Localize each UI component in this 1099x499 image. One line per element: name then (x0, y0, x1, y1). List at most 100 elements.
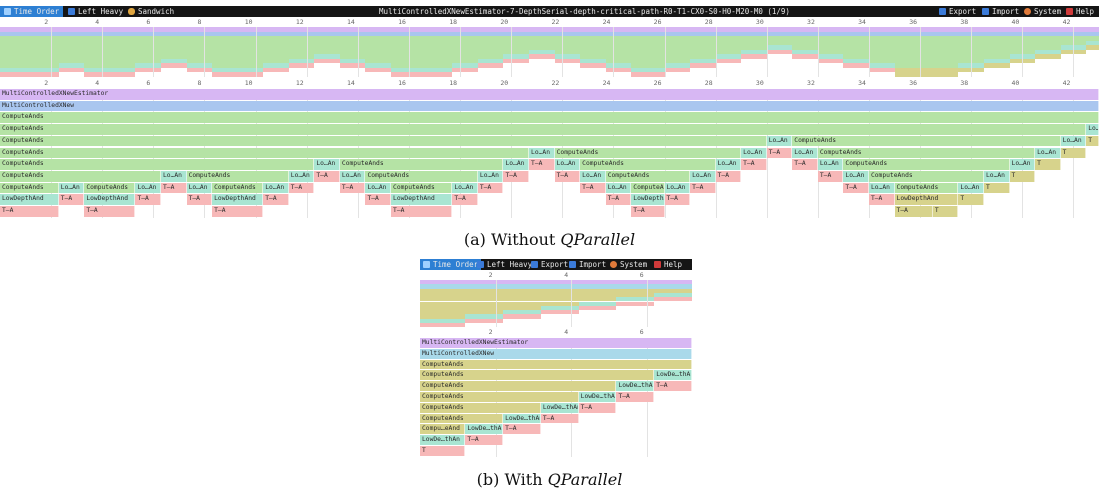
flame-frame[interactable]: ComputeAnds (0, 112, 1099, 124)
help-button[interactable]: Help (654, 259, 682, 270)
flame-frame[interactable]: Lo…An (135, 182, 161, 194)
time-order-tab[interactable]: Time Order (420, 259, 482, 270)
flame-frame[interactable]: Lo…An (288, 170, 315, 182)
flame-frame[interactable]: ComputeAnds (0, 135, 767, 147)
left-heavy-tab[interactable]: Left Heavy (477, 259, 532, 270)
flame-frame[interactable]: T–A (654, 381, 692, 391)
flame-frame[interactable]: T–A (503, 424, 541, 435)
flame-frame[interactable]: Lo…An (766, 135, 793, 147)
flame-frame[interactable]: T–A (894, 206, 933, 217)
flame-frame[interactable]: ComputeAnds (631, 182, 665, 194)
flame-frame[interactable]: ComputeAnds (420, 359, 692, 370)
flame-frame[interactable]: ComputeAnds (868, 170, 984, 182)
import-button[interactable]: Import (982, 6, 1019, 17)
flame-frame[interactable]: LowDe…thAn (420, 435, 466, 445)
flame-frame[interactable]: Lo…An (741, 147, 767, 159)
flame-frame[interactable]: T–A (690, 182, 716, 194)
flame-frame[interactable]: Lo…An (605, 182, 632, 194)
flame-frame[interactable]: ComputeAnds (365, 170, 478, 182)
flame-frame[interactable]: LowDepthAnd (84, 194, 136, 205)
flame-frame[interactable]: ComputeAnds (420, 402, 541, 413)
flame-frame[interactable]: T–A (503, 170, 530, 182)
flame-frame[interactable]: T–A (339, 182, 366, 194)
flame-frame[interactable]: Lo…An (958, 182, 984, 194)
flame-frame[interactable]: LowDe…thAn (654, 370, 692, 381)
flame-frame[interactable]: T–A (605, 194, 632, 205)
flame-frame[interactable]: Lo…An (1086, 124, 1099, 135)
flame-frame[interactable]: LowDe…thAn (503, 413, 541, 424)
flame-frame[interactable]: T–A (868, 194, 895, 205)
flame-frame[interactable]: T–A (664, 194, 691, 205)
flame-frame[interactable]: MultiControlledXNew (0, 100, 1099, 112)
flame-frame[interactable]: ComputeAnds (186, 170, 289, 182)
flame-frame[interactable]: ComputeAnds (420, 381, 617, 391)
help-button[interactable]: Help (1066, 6, 1094, 17)
flame-frame[interactable]: Lo…An (817, 159, 844, 170)
flame-frame[interactable]: T–A (0, 206, 59, 217)
flame-frame[interactable]: Lo…An (186, 182, 213, 194)
flame-frame[interactable]: T (1035, 159, 1061, 170)
flame-frame[interactable]: T–A (161, 182, 187, 194)
flame-frame[interactable]: T–A (580, 182, 606, 194)
flame-frame[interactable]: Lo…An (983, 170, 1010, 182)
flame-frame[interactable]: Lo…An (263, 182, 289, 194)
flame-frame[interactable]: T–A (792, 159, 818, 170)
minimap-overview[interactable] (420, 280, 692, 327)
import-button[interactable]: Import (569, 259, 606, 270)
flame-frame[interactable]: T–A (766, 147, 793, 159)
flame-frame[interactable]: T (983, 182, 1010, 194)
flame-frame[interactable]: Lo…An (161, 170, 187, 182)
flame-frame[interactable]: Lo…An (690, 170, 716, 182)
flame-frame[interactable]: ComputeAnds (0, 159, 315, 170)
flame-frame[interactable]: Lo…An (477, 170, 504, 182)
flame-frame[interactable]: ComputeAnds (420, 370, 655, 381)
flame-frame[interactable]: Lo…An (529, 147, 555, 159)
flame-frame[interactable]: ComputeAnds (817, 147, 1036, 159)
flame-frame[interactable]: Lo…An (664, 182, 691, 194)
left-heavy-tab[interactable]: Left Heavy (68, 6, 123, 17)
flame-frame[interactable]: ComputeAnds (212, 182, 264, 194)
flame-frame[interactable]: ComputeAnds (339, 159, 504, 170)
flame-frame[interactable]: T–A (212, 206, 264, 217)
flame-frame[interactable]: T–A (817, 170, 844, 182)
flame-frame[interactable]: Lo…An (314, 159, 340, 170)
system-button[interactable]: System (1024, 6, 1061, 17)
flame-frame[interactable]: Lo…An (868, 182, 895, 194)
flame-frame[interactable]: ComputeAnds (420, 413, 504, 424)
flame-frame[interactable]: T (1060, 147, 1087, 159)
flame-frame[interactable]: ComputeAnds (894, 182, 959, 194)
flame-frame[interactable]: Lo…An (1035, 147, 1061, 159)
flame-frame[interactable]: Lo…An (58, 182, 85, 194)
flame-frame[interactable]: ComputeAnds (843, 159, 1010, 170)
flame-frame[interactable]: T–A (741, 159, 767, 170)
flame-frame[interactable]: T–A (365, 194, 392, 205)
flame-frame[interactable]: T–A (578, 402, 617, 413)
flame-frame[interactable]: T–A (314, 170, 340, 182)
flamegraph-area[interactable]: MultiControlledXNewEstimator MultiControl… (420, 338, 692, 457)
flame-frame[interactable]: LowDe…thAn (540, 402, 579, 413)
flame-frame[interactable]: T–A (58, 194, 85, 205)
flame-frame[interactable]: LowDepthAnd (631, 194, 665, 205)
flame-frame[interactable]: LowDepthAnd (0, 194, 59, 205)
flame-frame[interactable]: T–A (263, 194, 289, 205)
flamegraph-area[interactable]: MultiControlledXNewEstimator MultiControl… (0, 89, 1099, 218)
flame-frame[interactable]: LowDepthAnd (894, 194, 959, 205)
flame-frame[interactable]: Lo…An (554, 159, 581, 170)
flame-frame[interactable]: T–A (529, 159, 555, 170)
flame-frame[interactable]: Lo…An (503, 159, 530, 170)
flame-frame[interactable]: T–A (477, 182, 504, 194)
flame-frame[interactable]: LowDepthAnd (212, 194, 264, 205)
flame-frame[interactable]: ComputeAnds (420, 392, 579, 402)
flame-frame[interactable]: T–A (540, 413, 579, 424)
flame-frame[interactable]: ComputeAnds (580, 159, 716, 170)
flame-frame[interactable]: ComputeAnds (0, 182, 59, 194)
flame-frame[interactable]: T–A (391, 206, 453, 217)
flame-frame[interactable]: Lo…An (1060, 135, 1087, 147)
profile-name[interactable]: MultiControlledXNewEstimator-7-DepthSeri… (379, 7, 763, 16)
flame-frame[interactable]: ComputeAnds (554, 147, 742, 159)
minimap-overview[interactable] (0, 27, 1099, 77)
flame-frame[interactable]: T–A (843, 182, 869, 194)
flame-frame[interactable]: T–A (452, 194, 478, 205)
flame-frame[interactable]: MultiControlledXNewEstimator (0, 89, 1099, 100)
flame-frame[interactable]: T (958, 194, 984, 205)
